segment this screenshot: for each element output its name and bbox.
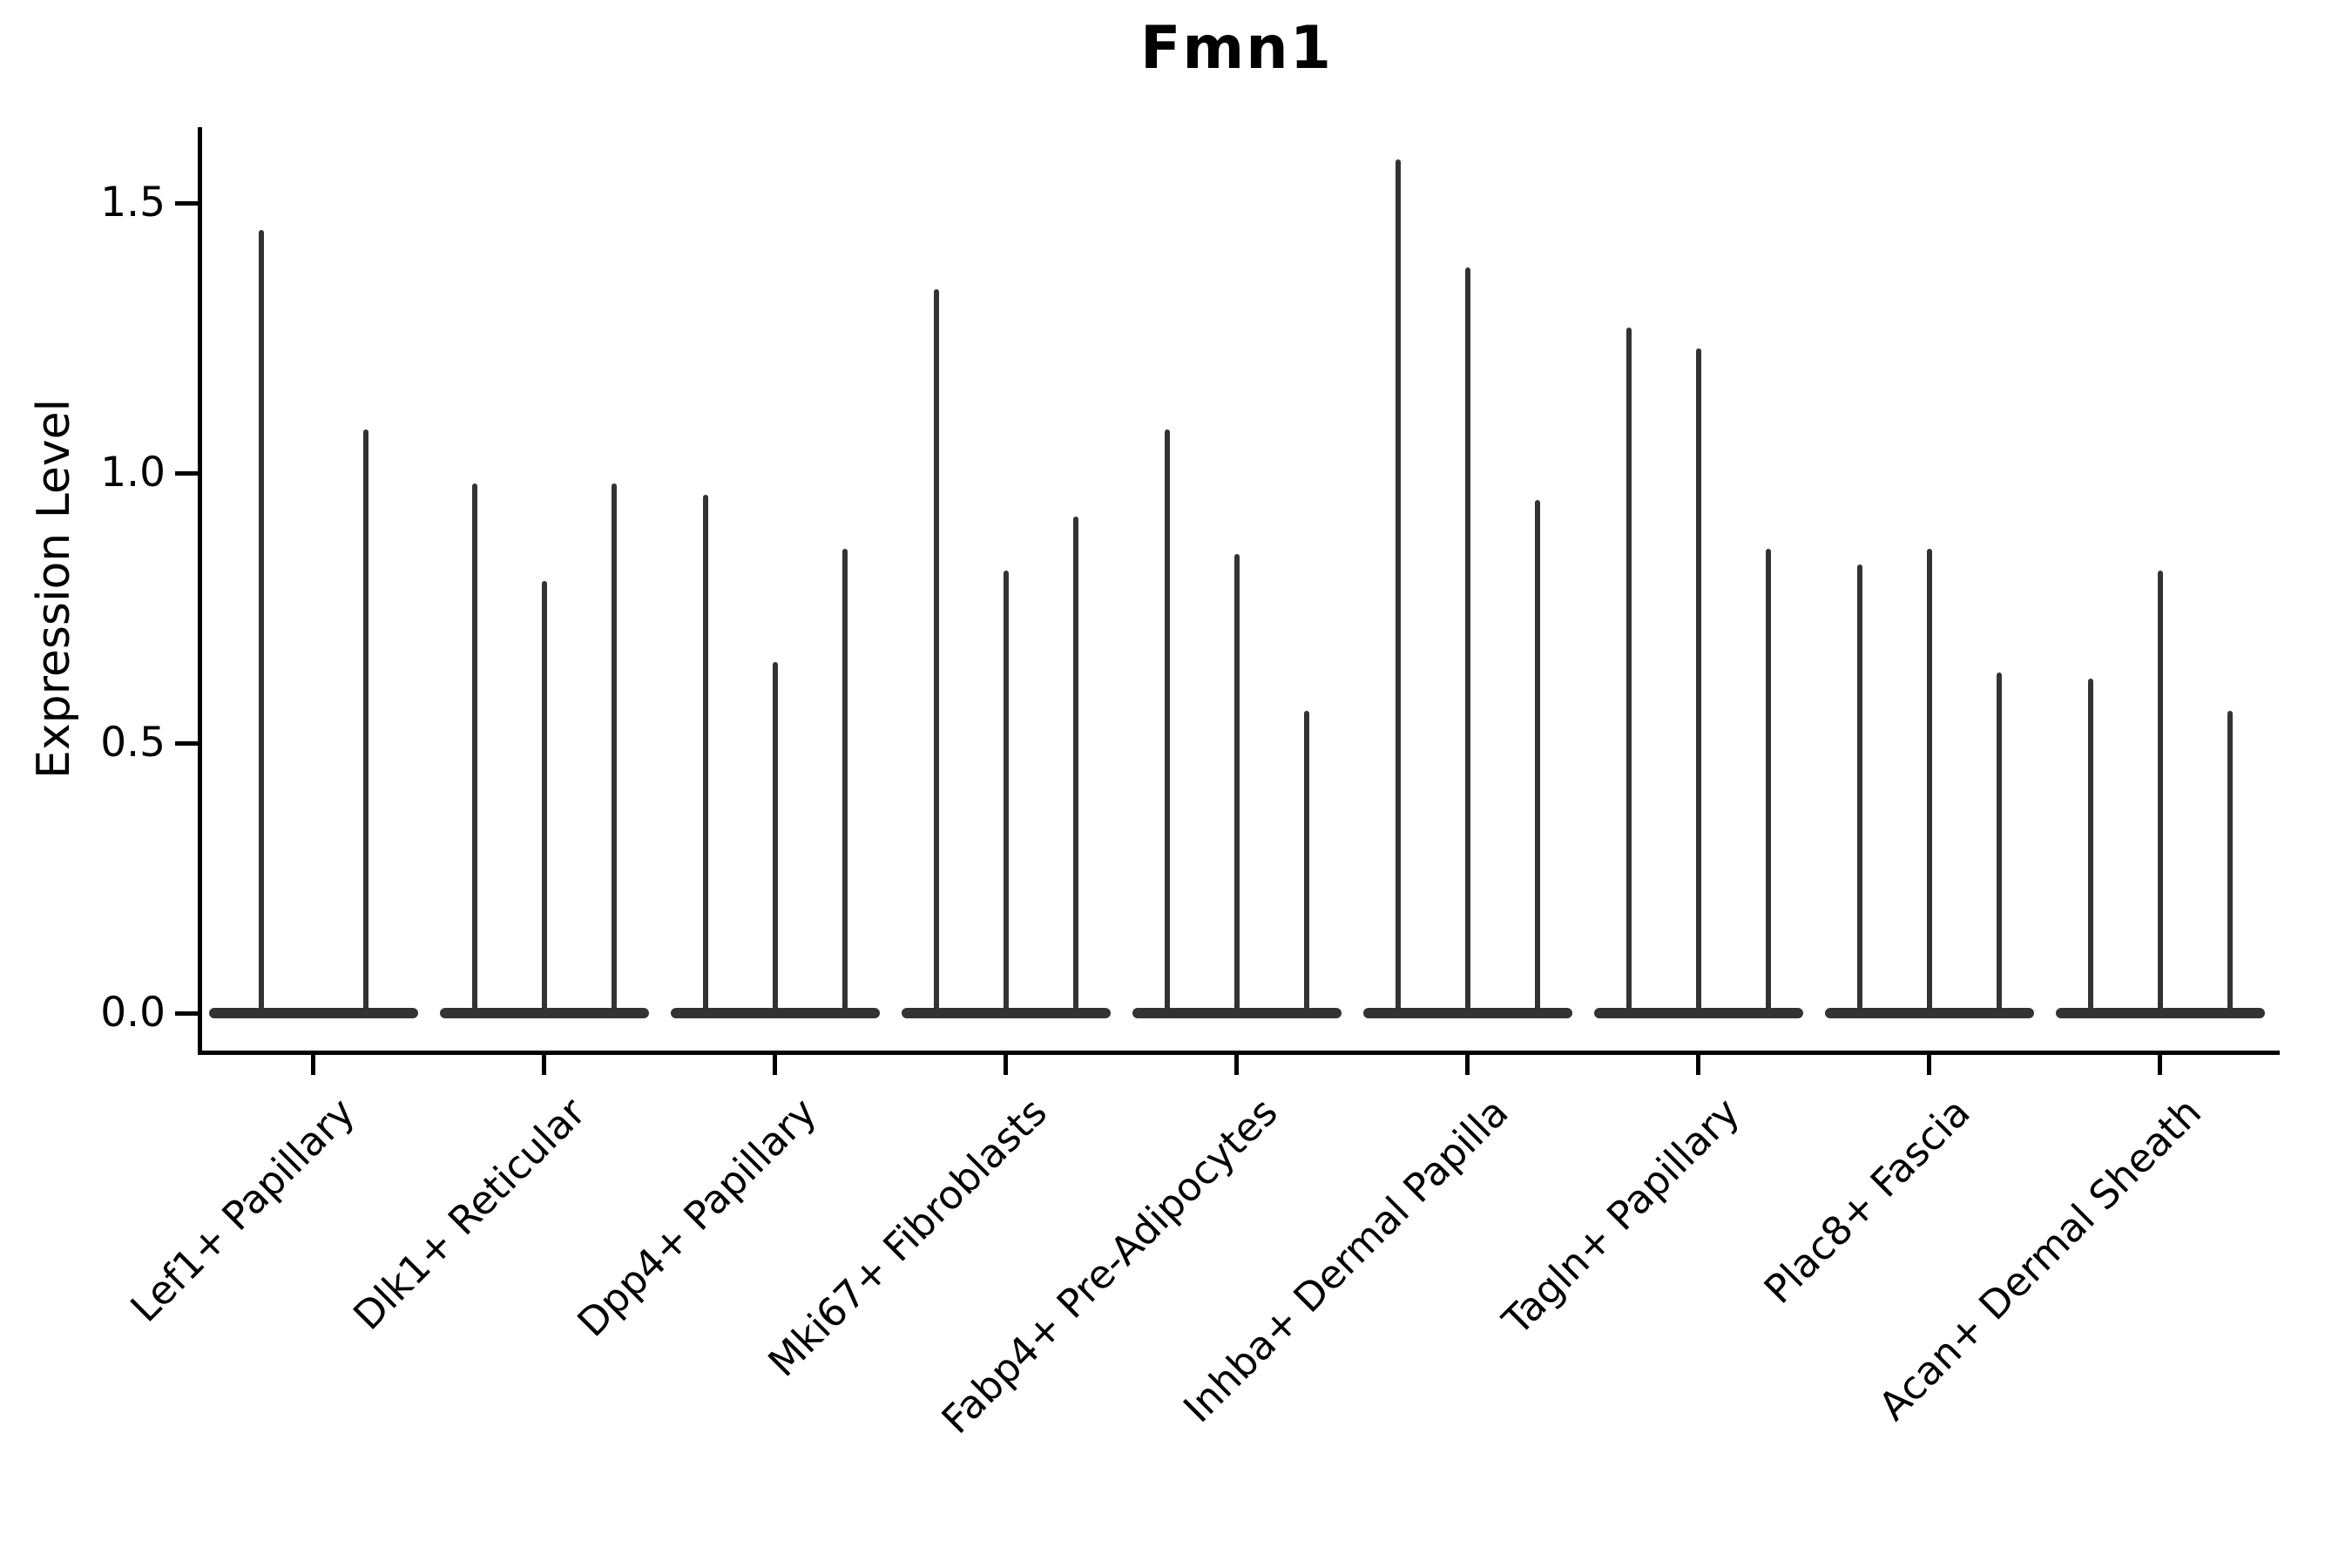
x-category-label: Tagln+ Papillary	[1493, 1089, 1748, 1344]
violin-spike	[258, 230, 264, 1017]
x-tick-mark	[1234, 1051, 1239, 1075]
y-tick-label: 1.5	[100, 179, 166, 226]
violin-spike	[1303, 710, 1309, 1017]
y-tick-mark	[175, 470, 198, 476]
x-tick-mark	[542, 1051, 546, 1075]
x-category-label: Dlk1+ Reticular	[344, 1089, 594, 1339]
violin-spike	[2157, 570, 2163, 1017]
violin-base	[208, 1008, 418, 1018]
x-tick-mark	[2158, 1051, 2162, 1075]
violin-spike	[471, 483, 477, 1017]
violin-spike	[611, 483, 617, 1017]
x-category-label: Plac8+ Fascia	[1755, 1089, 1979, 1313]
violin-spike	[2227, 710, 2233, 1017]
violin-spike	[1233, 554, 1240, 1017]
violin-spike	[772, 662, 778, 1017]
violin-spike	[1926, 548, 1932, 1017]
y-tick-mark	[175, 200, 198, 206]
x-tick-mark	[773, 1051, 777, 1075]
violin-spike	[1765, 548, 1771, 1017]
y-tick-label: 1.0	[100, 449, 166, 497]
violin-spike	[1464, 267, 1470, 1017]
y-tick-mark	[175, 740, 198, 746]
x-category-label: Dpp4+ Papillary	[568, 1089, 825, 1346]
violin-spike	[362, 429, 368, 1017]
violin-spike	[1072, 516, 1078, 1017]
violin-spike	[702, 494, 708, 1017]
violin-spike	[1395, 159, 1401, 1017]
violin-spike	[1996, 672, 2002, 1017]
x-tick-mark	[1696, 1051, 1700, 1075]
x-tick-mark	[1465, 1051, 1470, 1075]
violin-spike	[541, 581, 547, 1017]
x-tick-mark	[1004, 1051, 1008, 1075]
x-tick-mark	[311, 1051, 315, 1075]
chart-title: Fmn1	[1139, 14, 1334, 83]
violin-spike	[933, 289, 939, 1017]
violin-spike	[1003, 570, 1009, 1017]
violin-spike	[1625, 327, 1632, 1017]
y-tick-label: 0.0	[100, 989, 166, 1037]
x-category-label: Lef1+ Papillary	[121, 1089, 363, 1331]
violin-spike	[1534, 500, 1540, 1017]
violin-spike	[2087, 678, 2093, 1017]
y-tick-mark	[175, 1010, 198, 1016]
y-tick-label: 0.5	[100, 719, 166, 767]
violin-spike	[841, 548, 848, 1017]
x-tick-mark	[1927, 1051, 1931, 1075]
violin-spike	[1695, 348, 1701, 1017]
violin-spike	[1164, 429, 1170, 1017]
violin-spike	[1856, 564, 1862, 1017]
